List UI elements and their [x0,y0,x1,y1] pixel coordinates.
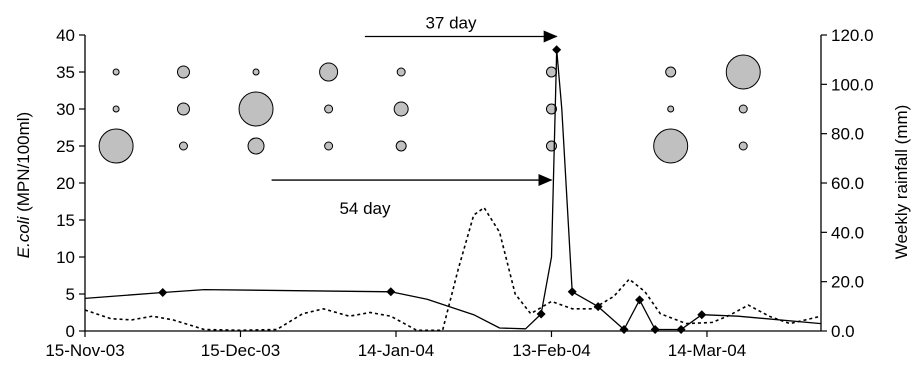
x-tick-label: 15-Nov-03 [45,341,124,360]
ecoli-data-point [158,288,168,298]
bubble-marker [178,141,188,151]
bubble-marker [396,67,406,77]
y-left-tick-label: 20 [56,174,75,193]
bubble-marker [324,141,334,151]
ecoli-data-point [676,325,686,335]
y-left-tick-label: 10 [56,248,75,267]
y-right-tick-label: 0.0 [831,322,855,341]
y-left-tick-label: 40 [56,26,75,45]
ecoli-data-point [697,310,707,320]
x-tick-label: 15-Dec-03 [201,341,280,360]
y-left-tick-label: 30 [56,100,75,119]
y-right-tick-label: 80.0 [831,125,864,144]
bubble-marker [665,66,677,78]
annotation-label: 54 day [339,199,391,218]
x-tick-label: 13-Feb-04 [512,341,590,360]
bubble-marker [112,68,120,76]
bubble-marker [395,140,407,152]
ecoli-data-point [567,287,577,297]
y-left-tick-label: 25 [56,137,75,156]
bubble-marker [252,68,260,76]
ecoli-data-point [635,295,645,305]
ecoli-data-point [619,325,629,335]
ecoli-data-point [386,287,396,297]
y-right-tick-label: 40.0 [831,223,864,242]
y-right-tick-label: 60.0 [831,174,864,193]
bubble-marker [238,91,274,127]
bubble-marker [653,128,689,164]
bubble-marker [319,62,339,82]
y-right-tick-label: 100.0 [831,75,874,94]
ecoli-data-point [552,45,562,55]
annotation-label: 37 day [425,13,477,32]
bubble-marker [112,105,120,113]
bubble-marker [545,66,557,78]
bubble-marker [324,104,334,114]
ecoli-data-point [536,309,546,319]
y-left-tick-label: 35 [56,63,75,82]
y-left-tick-label: 15 [56,211,75,230]
y-left-axis-title: E.coli (MPN/100ml) [14,112,33,258]
bubble-marker [667,105,675,113]
bubble-marker [393,101,409,117]
bubble-marker [176,102,190,116]
y-right-tick-label: 20.0 [831,273,864,292]
bubble-marker [738,104,748,114]
x-tick-label: 14-Mar-04 [668,341,746,360]
ecoli-data-point [650,325,660,335]
bubble-marker [738,141,748,151]
bubble-marker [98,128,134,164]
x-tick-label: 14-Jan-04 [358,341,435,360]
y-left-tick-label: 0 [66,322,75,341]
bubble-marker [725,54,761,90]
y-left-tick-label: 5 [66,285,75,304]
rainfall-dotted-line [84,206,822,332]
y-right-axis-title: Weekly rainfall (mm) [892,105,911,260]
bubble-marker [176,65,190,79]
bubble-marker [247,137,265,155]
bubble-marker [545,103,557,115]
y-right-tick-label: 120.0 [831,26,874,45]
